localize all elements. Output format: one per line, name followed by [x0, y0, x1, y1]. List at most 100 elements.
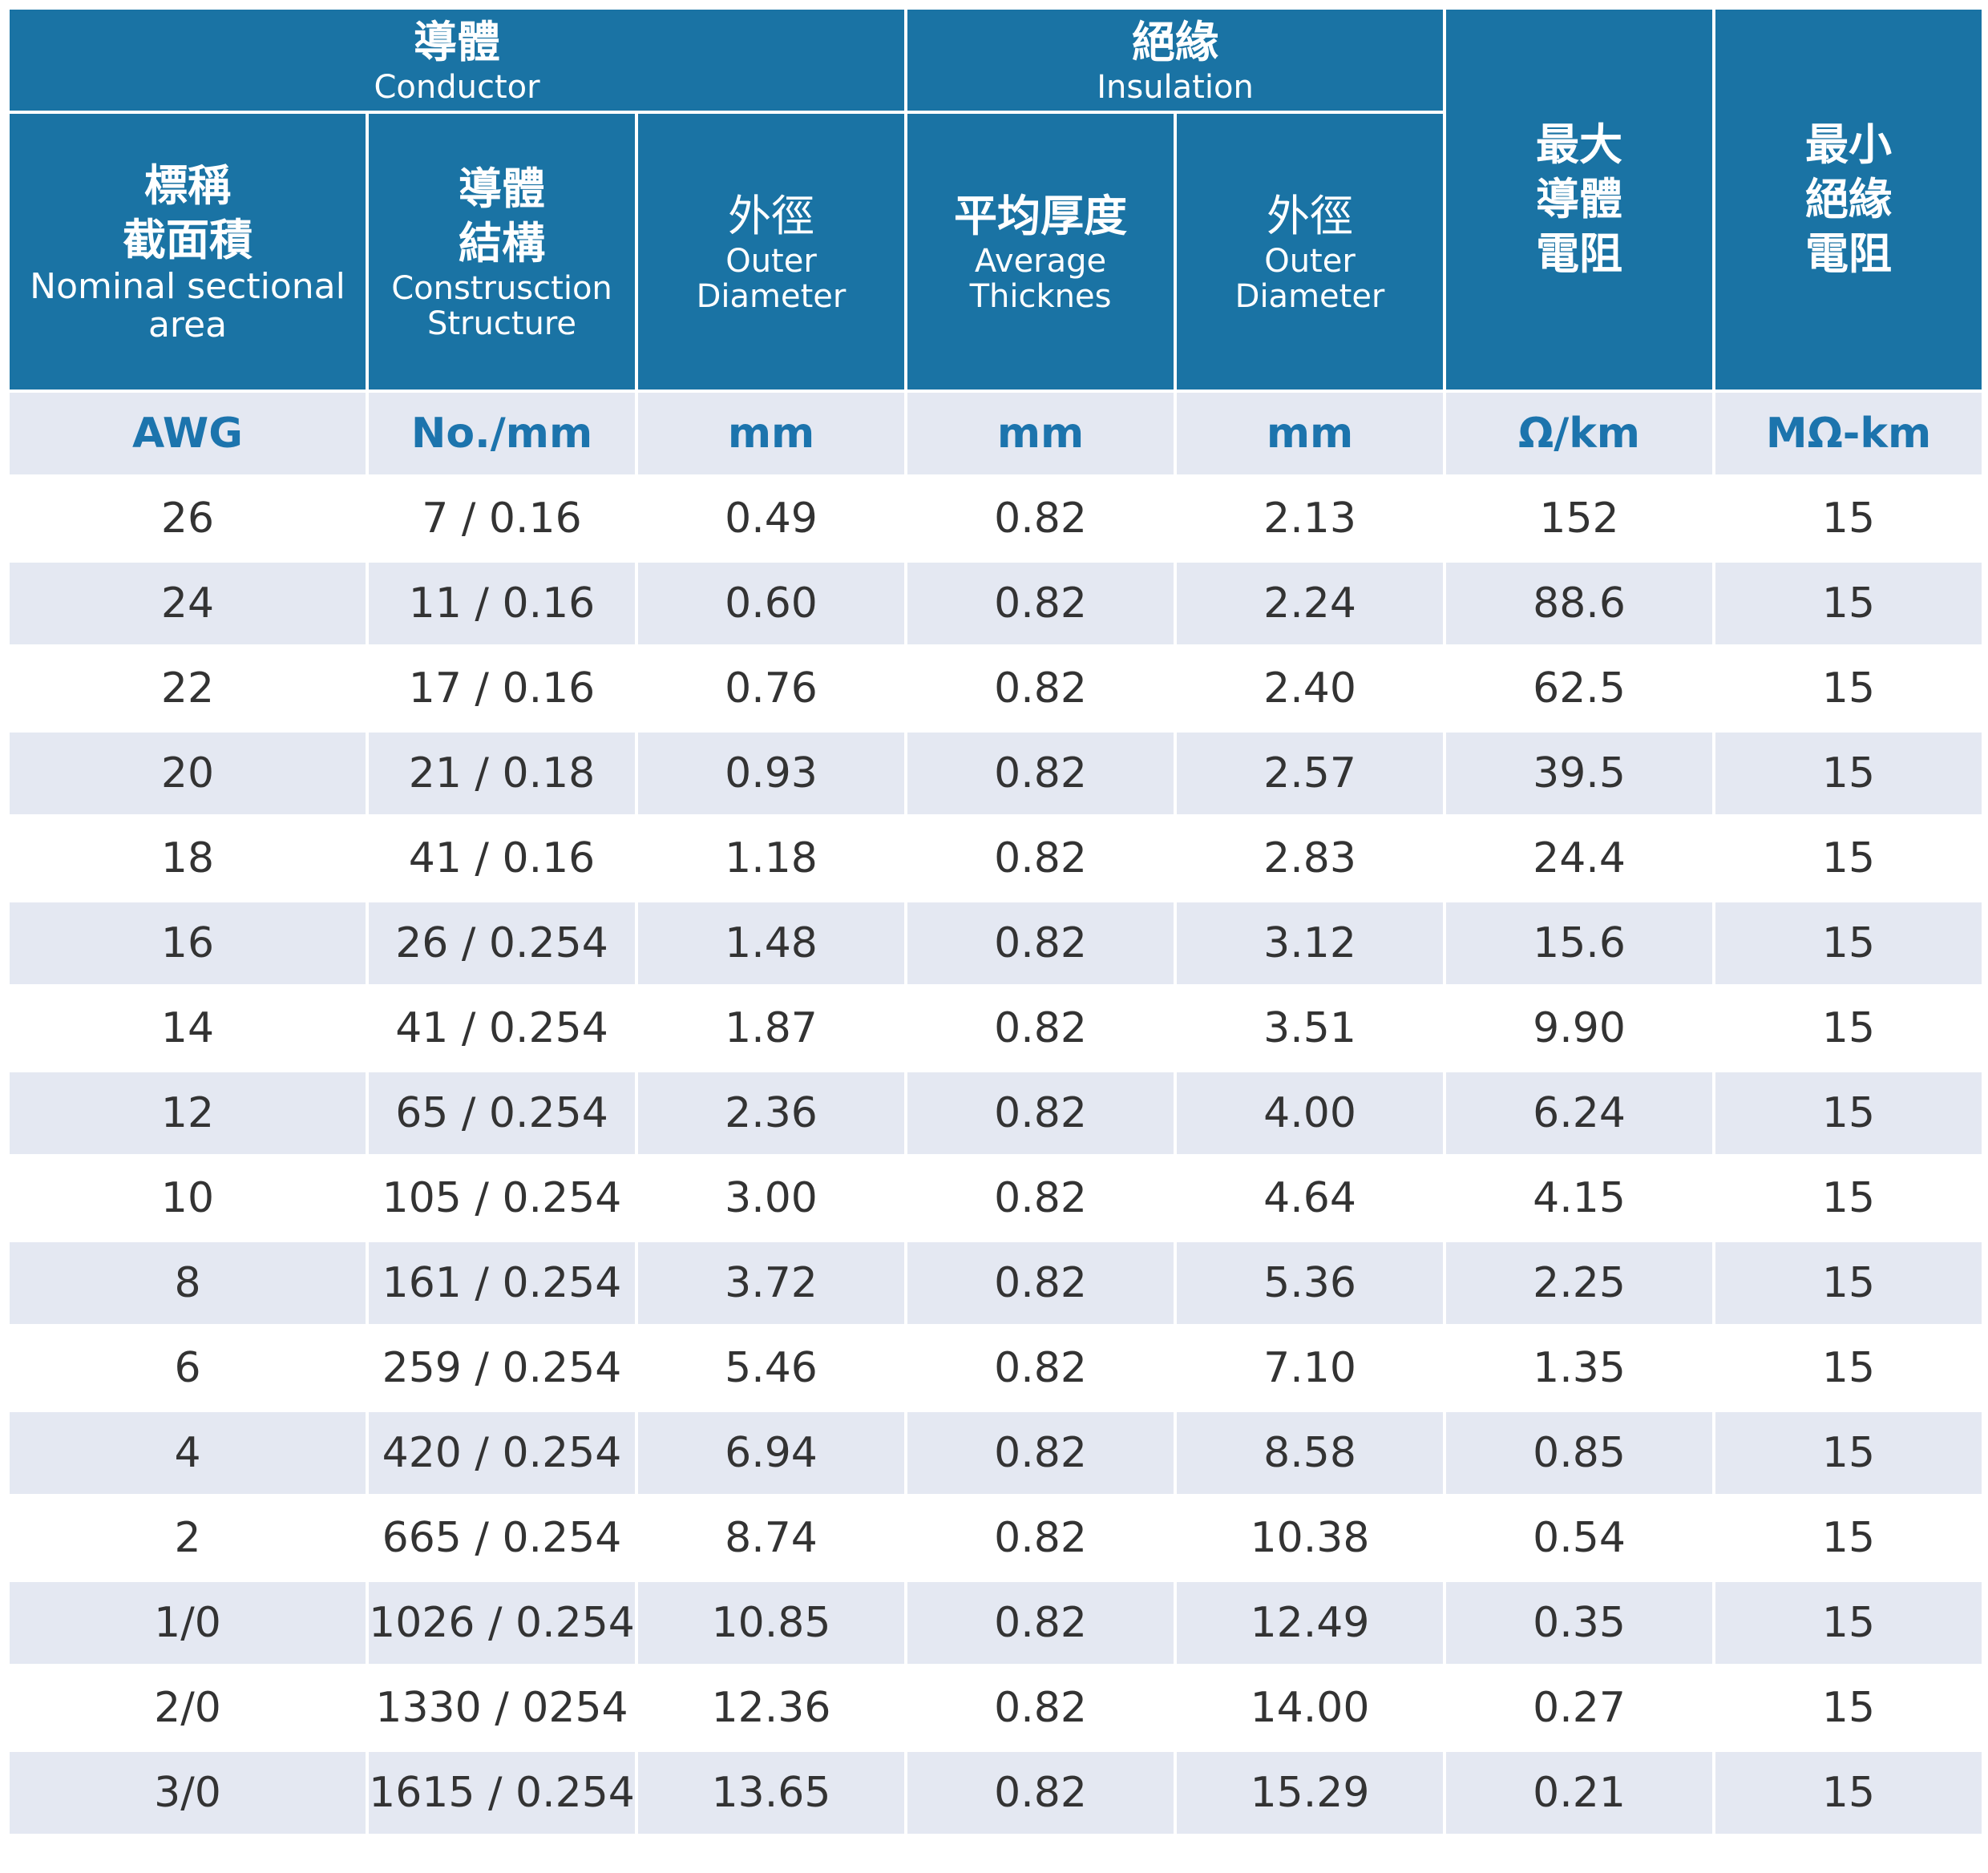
insulation-resistance-cell: 15 [1715, 902, 1982, 984]
insulation-od-cell: 5.36 [1177, 1242, 1444, 1324]
construction-cell: 21 / 0.18 [369, 733, 635, 814]
construction-cell: 105 / 0.254 [369, 1157, 635, 1239]
min-ir-line2: 絕緣 [1805, 174, 1893, 224]
resistance-cell: 88.6 [1446, 563, 1713, 644]
construction-zh1: 導體 [459, 163, 545, 214]
table-row: 8 161 / 0.254 3.72 0.82 5.36 2.25 15 [10, 1242, 1982, 1324]
construction-cell: 11 / 0.16 [369, 563, 635, 644]
awg-cell: 22 [10, 648, 366, 729]
resistance-cell: 0.21 [1446, 1752, 1713, 1834]
insulation-od-cell: 2.24 [1177, 563, 1444, 644]
max-resistance-line2: 導體 [1536, 174, 1623, 224]
min-ir-line1: 最小 [1805, 119, 1893, 170]
conductor-od-cell: 10.85 [638, 1582, 905, 1664]
insulation-resistance-cell: 15 [1715, 1072, 1982, 1154]
conductor-od-cell: 12.36 [638, 1667, 905, 1749]
table-row: 24 11 / 0.16 0.60 0.82 2.24 88.6 15 [10, 563, 1982, 644]
nominal-area-zh2: 截面積 [123, 215, 253, 265]
thickness-cell: 0.82 [907, 1752, 1174, 1834]
thickness-cell: 0.82 [907, 1582, 1174, 1664]
conductor-od-header: 外徑 Outer Diameter [638, 114, 905, 390]
construction-cell: 1615 / 0.254 [369, 1752, 635, 1834]
thickness-cell: 0.82 [907, 1497, 1174, 1579]
thickness-cell: 0.82 [907, 987, 1174, 1069]
awg-cell: 8 [10, 1242, 366, 1324]
nominal-area-header: 標稱 截面積 Nominal sectional area [10, 114, 366, 390]
insulation-resistance-cell: 15 [1715, 1497, 1982, 1579]
insulation-resistance-cell: 15 [1715, 563, 1982, 644]
unit-conductor-od: mm [638, 393, 905, 474]
table-row: 1/0 1026 / 0.254 10.85 0.82 12.49 0.35 15 [10, 1582, 1982, 1664]
conductor-od-cell: 13.65 [638, 1752, 905, 1834]
conductor-od-zh: 外徑 [728, 191, 814, 241]
insulation-od-cell: 2.83 [1177, 817, 1444, 899]
insulation-od-cell: 7.10 [1177, 1327, 1444, 1409]
resistance-cell: 2.25 [1446, 1242, 1713, 1324]
conductor-od-cell: 8.74 [638, 1497, 905, 1579]
table-row: 6 259 / 0.254 5.46 0.82 7.10 1.35 15 [10, 1327, 1982, 1409]
awg-cell: 6 [10, 1327, 366, 1409]
conductor-zh-label: 導體 [414, 17, 500, 67]
conductor-od-cell: 1.87 [638, 987, 905, 1069]
conductor-od-cell: 1.48 [638, 902, 905, 984]
insulation-en-label: Insulation [1097, 69, 1254, 106]
avg-thickness-en2: Thicknes [969, 278, 1112, 315]
thickness-cell: 0.82 [907, 478, 1174, 559]
insulation-od-cell: 3.51 [1177, 987, 1444, 1069]
insulation-od-cell: 15.29 [1177, 1752, 1444, 1834]
conductor-od-en2: Diameter [696, 278, 847, 315]
table-row: 16 26 / 0.254 1.48 0.82 3.12 15.6 15 [10, 902, 1982, 984]
thickness-cell: 0.82 [907, 902, 1174, 984]
conductor-od-cell: 3.00 [638, 1157, 905, 1239]
awg-cell: 3/0 [10, 1752, 366, 1834]
thickness-cell: 0.82 [907, 1072, 1174, 1154]
insulation-zh-label: 絕緣 [1132, 17, 1219, 67]
insulation-od-cell: 4.64 [1177, 1157, 1444, 1239]
thickness-cell: 0.82 [907, 1667, 1174, 1749]
insulation-od-en2: Diameter [1234, 278, 1385, 315]
conductor-group-header: 導體 Conductor [10, 10, 905, 111]
awg-cell: 14 [10, 987, 366, 1069]
table-body: AWG No./mm mm mm mm Ω/km MΩ-km 26 7 / 0.1… [10, 393, 1982, 1834]
table-row: 4 420 / 0.254 6.94 0.82 8.58 0.85 15 [10, 1412, 1982, 1494]
awg-cell: 2/0 [10, 1667, 366, 1749]
insulation-od-cell: 10.38 [1177, 1497, 1444, 1579]
awg-cell: 1/0 [10, 1582, 366, 1664]
unit-construction: No./mm [369, 393, 635, 474]
avg-thickness-en1: Average [974, 243, 1107, 280]
insulation-resistance-cell: 15 [1715, 1752, 1982, 1834]
construction-cell: 41 / 0.16 [369, 817, 635, 899]
thickness-cell: 0.82 [907, 733, 1174, 814]
units-row: AWG No./mm mm mm mm Ω/km MΩ-km [10, 393, 1982, 474]
construction-header: 導體 結構 Construsction Structure [369, 114, 635, 390]
resistance-cell: 15.6 [1446, 902, 1713, 984]
insulation-resistance-cell: 15 [1715, 1412, 1982, 1494]
resistance-cell: 0.85 [1446, 1412, 1713, 1494]
nominal-area-en1: Nominal sectional [30, 266, 345, 307]
insulation-resistance-cell: 15 [1715, 1327, 1982, 1409]
resistance-cell: 1.35 [1446, 1327, 1713, 1409]
construction-cell: 7 / 0.16 [369, 478, 635, 559]
cable-spec-table: 導體 Conductor 絕緣 Insulation 最大 導體 電阻 最小 絕… [6, 6, 1985, 1837]
insulation-resistance-cell: 15 [1715, 478, 1982, 559]
nominal-area-en2: area [147, 305, 228, 345]
construction-cell: 26 / 0.254 [369, 902, 635, 984]
insulation-od-zh: 外徑 [1267, 191, 1354, 241]
table-row: 26 7 / 0.16 0.49 0.82 2.13 152 15 [10, 478, 1982, 559]
table-row: 2 665 / 0.254 8.74 0.82 10.38 0.54 15 [10, 1497, 1982, 1579]
construction-cell: 259 / 0.254 [369, 1327, 635, 1409]
conductor-od-en1: Outer [725, 243, 817, 280]
resistance-cell: 24.4 [1446, 817, 1713, 899]
avg-thickness-header: 平均厚度 Average Thicknes [907, 114, 1174, 390]
resistance-cell: 9.90 [1446, 987, 1713, 1069]
insulation-od-cell: 14.00 [1177, 1667, 1444, 1749]
table-row: 10 105 / 0.254 3.00 0.82 4.64 4.15 15 [10, 1157, 1982, 1239]
insulation-od-cell: 12.49 [1177, 1582, 1444, 1664]
max-resistance-header: 最大 導體 電阻 [1446, 10, 1713, 390]
awg-cell: 10 [10, 1157, 366, 1239]
insulation-resistance-cell: 15 [1715, 733, 1982, 814]
insulation-od-cell: 2.57 [1177, 733, 1444, 814]
resistance-cell: 4.15 [1446, 1157, 1713, 1239]
conductor-od-cell: 0.76 [638, 648, 905, 729]
max-resistance-line3: 電阻 [1536, 228, 1623, 279]
